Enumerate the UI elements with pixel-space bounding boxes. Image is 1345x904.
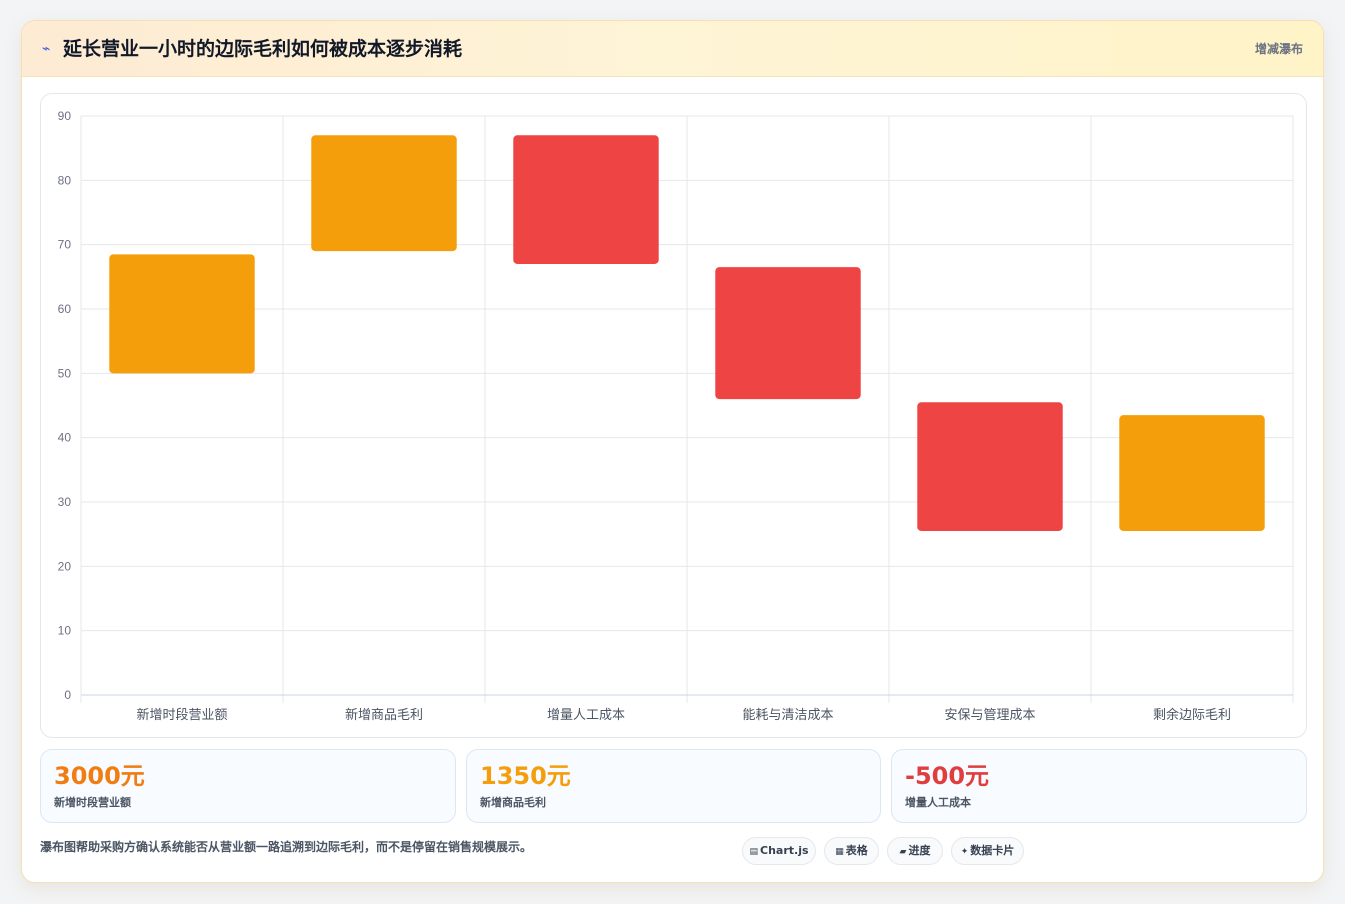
chart-type-tag: 增减瀑布 bbox=[1254, 42, 1303, 56]
stat-label: 新增商品毛利 bbox=[480, 796, 546, 809]
pill-label: 表格 bbox=[845, 844, 868, 857]
chart-icon: ▤ bbox=[749, 847, 758, 857]
stat-label: 增量人工成本 bbox=[905, 796, 971, 809]
pill-label: 数据卡片 bbox=[970, 844, 1015, 857]
stat-label: 新增时段营业额 bbox=[54, 796, 131, 809]
waterfall-bar bbox=[513, 135, 659, 264]
pill-label: Chart.js bbox=[760, 844, 809, 857]
card-icon: ✦ bbox=[960, 847, 969, 857]
y-tick-label: 30 bbox=[58, 495, 72, 509]
progress-icon: ▰ bbox=[899, 847, 907, 857]
pill-table[interactable]: ▦ 表格 bbox=[824, 837, 879, 865]
x-tick-label: 安保与管理成本 bbox=[944, 708, 1035, 723]
y-tick-label: 70 bbox=[58, 238, 72, 252]
x-tick-label: 能耗与清洁成本 bbox=[742, 708, 833, 723]
waterfall-chart: 0 10 20 30 40 50 60 70 80 90 新增时段营业额 新增商品毛利 增量人工成本 能耗… bbox=[58, 109, 1294, 723]
page-title: 延长营业一小时的边际毛利如何被成本逐步消耗 bbox=[63, 38, 463, 60]
x-tick-label: 新增商品毛利 bbox=[345, 707, 423, 723]
x-tick-label: 剩余边际毛利 bbox=[1153, 707, 1231, 723]
y-tick-label: 60 bbox=[58, 302, 72, 316]
table-icon: ▦ bbox=[835, 847, 844, 857]
stat-card-gross-profit: 1350元 新增商品毛利 bbox=[466, 749, 881, 823]
pill-chartjs[interactable]: ▤ Chart.js bbox=[742, 837, 816, 865]
waterfall-bar bbox=[109, 254, 255, 374]
lightning-icon: ⌁ bbox=[42, 41, 51, 57]
stat-card-revenue: 3000元 新增时段营业额 bbox=[40, 749, 456, 823]
y-tick-label: 50 bbox=[58, 366, 72, 380]
pill-progress[interactable]: ▰ 进度 bbox=[887, 837, 943, 865]
y-tick-label: 10 bbox=[58, 624, 72, 638]
y-tick-label: 40 bbox=[58, 431, 72, 445]
waterfall-bar bbox=[311, 135, 457, 252]
y-tick-label: 90 bbox=[58, 109, 72, 123]
stat-value: 1350元 bbox=[480, 762, 571, 790]
y-tick-label: 0 bbox=[64, 688, 71, 702]
waterfall-bar bbox=[1119, 415, 1265, 531]
x-tick-label: 增量人工成本 bbox=[547, 708, 625, 723]
stat-card-labor-cost: -500元 增量人工成本 bbox=[891, 749, 1307, 823]
footnote: 瀑布图帮助采购方确认系统能否从营业额一路追溯到边际毛利，而不是停留在销售规模展示… bbox=[40, 840, 533, 854]
y-tick-label: 80 bbox=[58, 173, 72, 187]
waterfall-bar bbox=[715, 267, 861, 400]
stat-value: -500元 bbox=[905, 762, 990, 790]
card-header: ⌁ 延长营业一小时的边际毛利如何被成本逐步消耗 增减瀑布 bbox=[22, 21, 1323, 77]
stat-value: 3000元 bbox=[54, 762, 145, 790]
pill-label: 进度 bbox=[908, 844, 931, 857]
y-tick-label: 20 bbox=[58, 559, 72, 573]
pill-data-card[interactable]: ✦ 数据卡片 bbox=[951, 837, 1024, 865]
chart-panel: 0 10 20 30 40 50 60 70 80 90 新增时段营业额 新增商品毛利 增量人工成本 能耗… bbox=[40, 93, 1307, 738]
chart-card: ⌁ 延长营业一小时的边际毛利如何被成本逐步消耗 增减瀑布 0 10 20 30 40 50… bbox=[21, 20, 1324, 883]
x-tick-label: 新增时段营业额 bbox=[136, 707, 227, 723]
waterfall-bar bbox=[917, 402, 1063, 531]
